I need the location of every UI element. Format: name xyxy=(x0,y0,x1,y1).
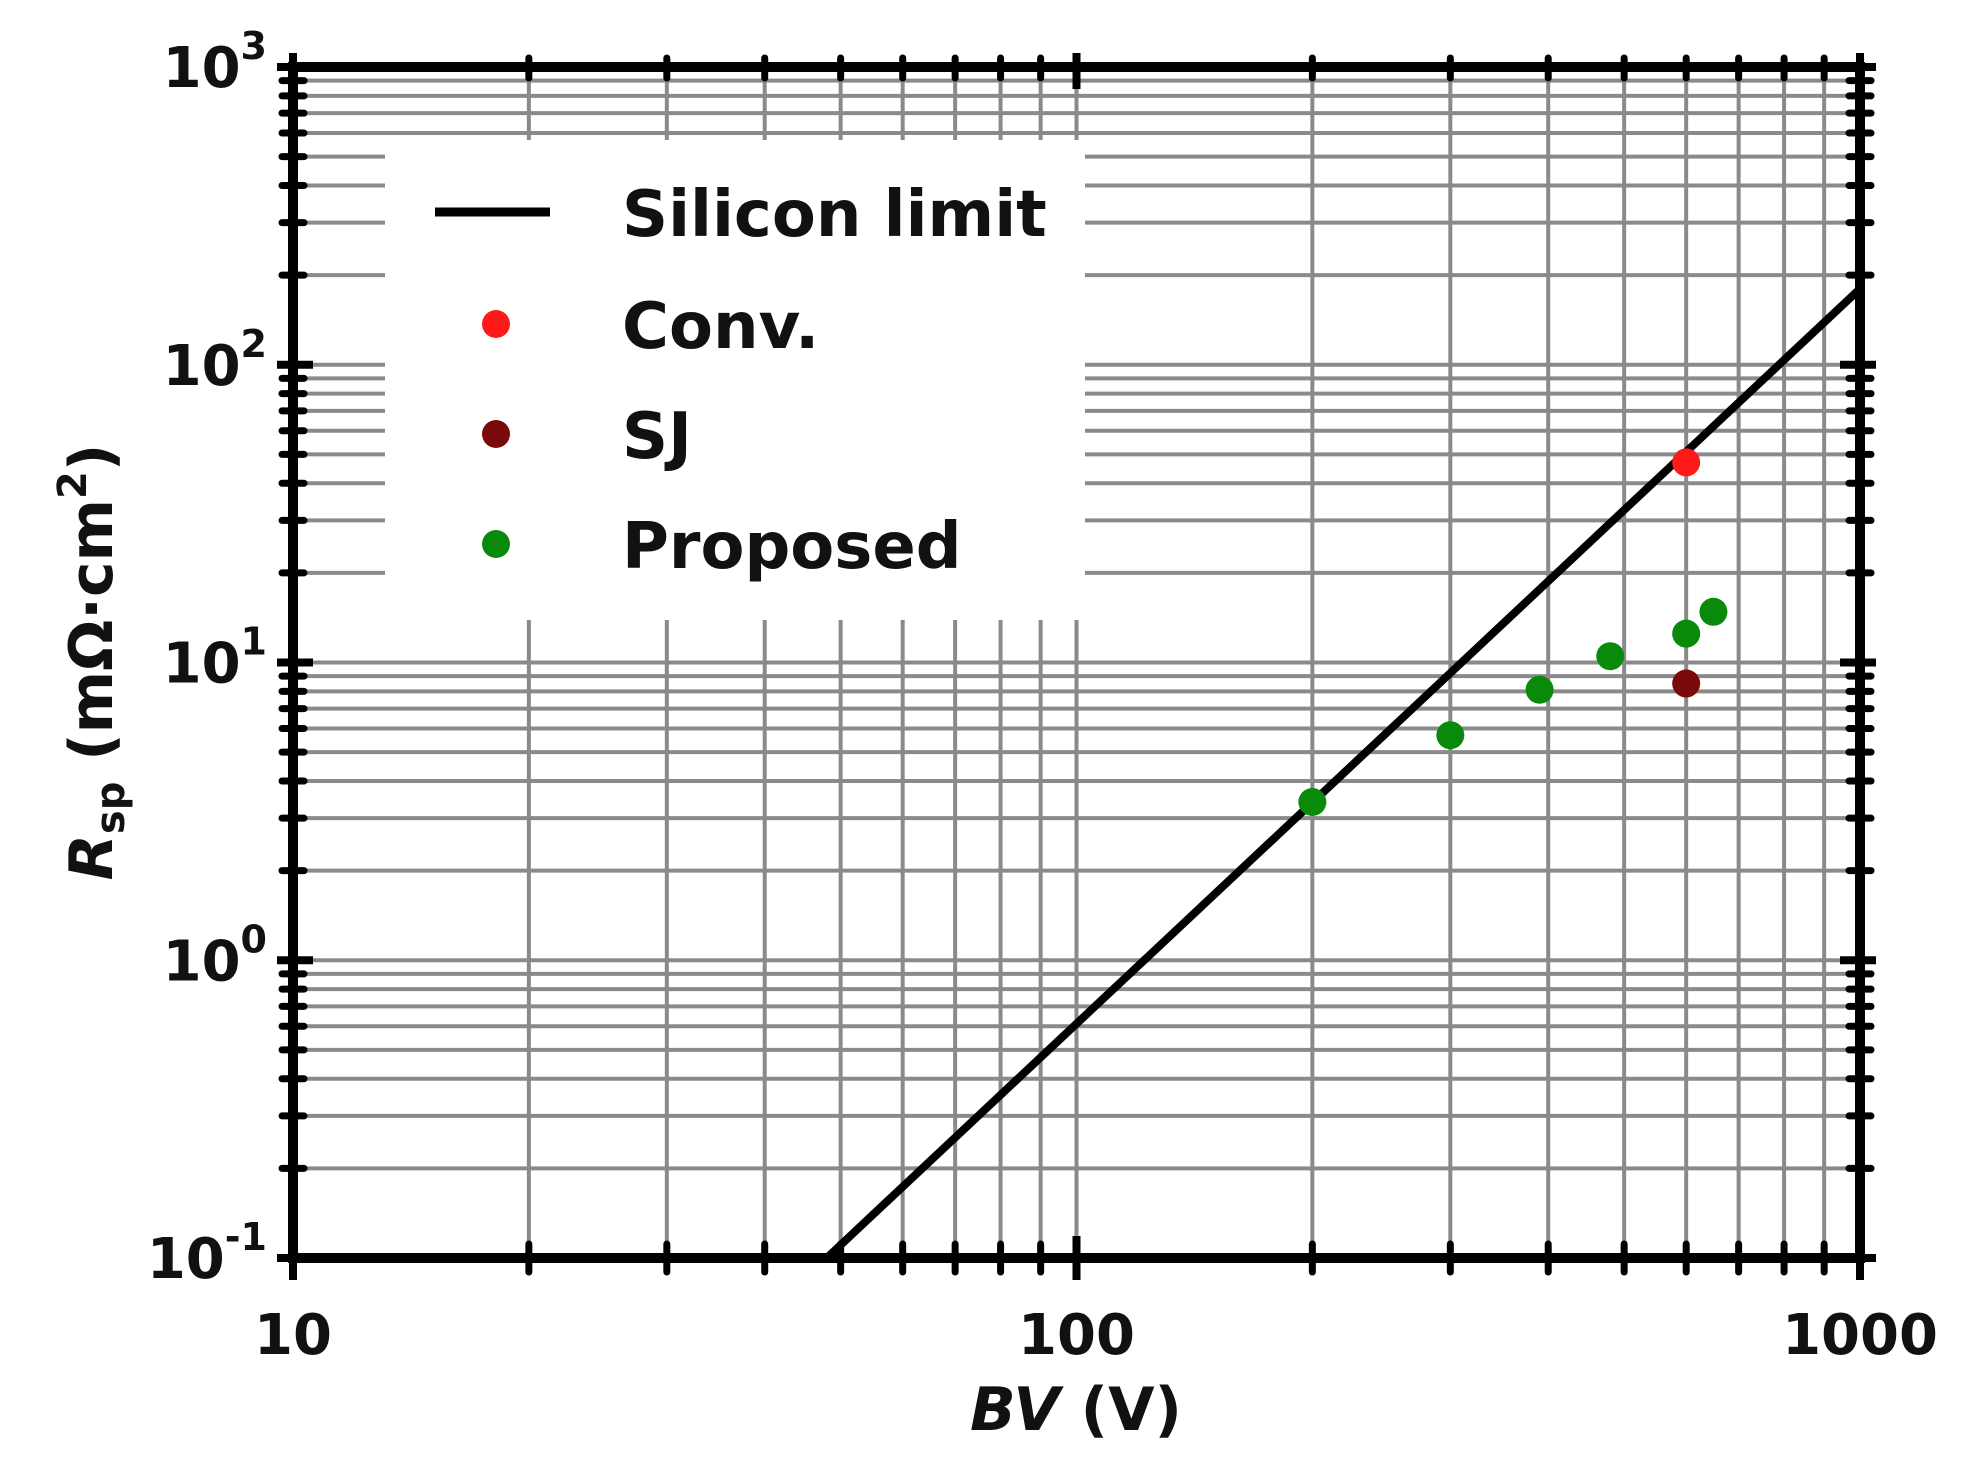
x-axis-label: BV (V) xyxy=(970,1375,1182,1445)
y-tick-base: 10 xyxy=(163,334,241,399)
legend-swatch-conv xyxy=(482,310,510,338)
y-axis-label-close: ) xyxy=(57,444,127,471)
y-tick-exponent: 1 xyxy=(241,620,267,664)
y-tick-exponent: 2 xyxy=(241,322,267,366)
data-point-proposed xyxy=(1672,619,1701,648)
legend-swatch-proposed xyxy=(482,530,510,558)
y-axis-label-rest: (mΩ·cm xyxy=(57,499,127,782)
legend-label-silicon-limit: Silicon limit xyxy=(622,178,1047,252)
y-tick-base: 10 xyxy=(163,36,241,101)
data-point-proposed xyxy=(1596,642,1625,671)
data-point-sj xyxy=(1672,669,1701,698)
legend-label-conv: Conv. xyxy=(622,290,819,364)
legend-label-proposed: Proposed xyxy=(622,510,962,584)
y-tick-exponent: 0 xyxy=(241,917,267,961)
x-tick-label: 1000 xyxy=(1782,1303,1938,1368)
legend: Silicon limit Conv. SJ Proposed xyxy=(435,178,1047,584)
data-point-proposed xyxy=(1699,597,1728,626)
y-axis-label-sub: sp xyxy=(88,782,134,834)
legend-swatch-sj xyxy=(482,420,510,448)
y-tick-base: 10 xyxy=(163,929,241,994)
y-tick-exponent: -1 xyxy=(225,1215,267,1259)
y-tick-label: 10-1 xyxy=(147,1215,267,1292)
y-axis-label-sup: 2 xyxy=(50,471,96,499)
x-axis-label-italic: BV xyxy=(970,1375,1064,1445)
y-tick-base: 10 xyxy=(147,1227,225,1292)
data-point-proposed xyxy=(1298,788,1327,817)
y-tick-label: 100 xyxy=(163,917,267,994)
x-axis-label-rest: (V) xyxy=(1060,1375,1182,1445)
x-tick-labels: 10 100 1000 xyxy=(254,1303,1938,1368)
x-tick-label: 100 xyxy=(1018,1303,1135,1368)
series-layer xyxy=(824,285,1860,1258)
y-axis-label-italic: R xyxy=(57,834,127,880)
y-tick-label: 101 xyxy=(163,620,267,697)
y-tick-exponent: 3 xyxy=(241,24,267,68)
x-tick-label: 10 xyxy=(254,1303,332,1368)
data-point-proposed xyxy=(1525,675,1554,704)
plot-frame xyxy=(288,62,1865,1263)
data-point-proposed xyxy=(1436,721,1465,750)
y-axis-label: Rsp (mΩ·cm2) xyxy=(50,444,134,881)
y-tick-base: 10 xyxy=(163,632,241,697)
y-tick-label: 102 xyxy=(163,322,267,399)
legend-label-sj: SJ xyxy=(622,400,692,474)
data-point-conv xyxy=(1672,448,1701,477)
y-tick-label: 103 xyxy=(163,24,267,101)
